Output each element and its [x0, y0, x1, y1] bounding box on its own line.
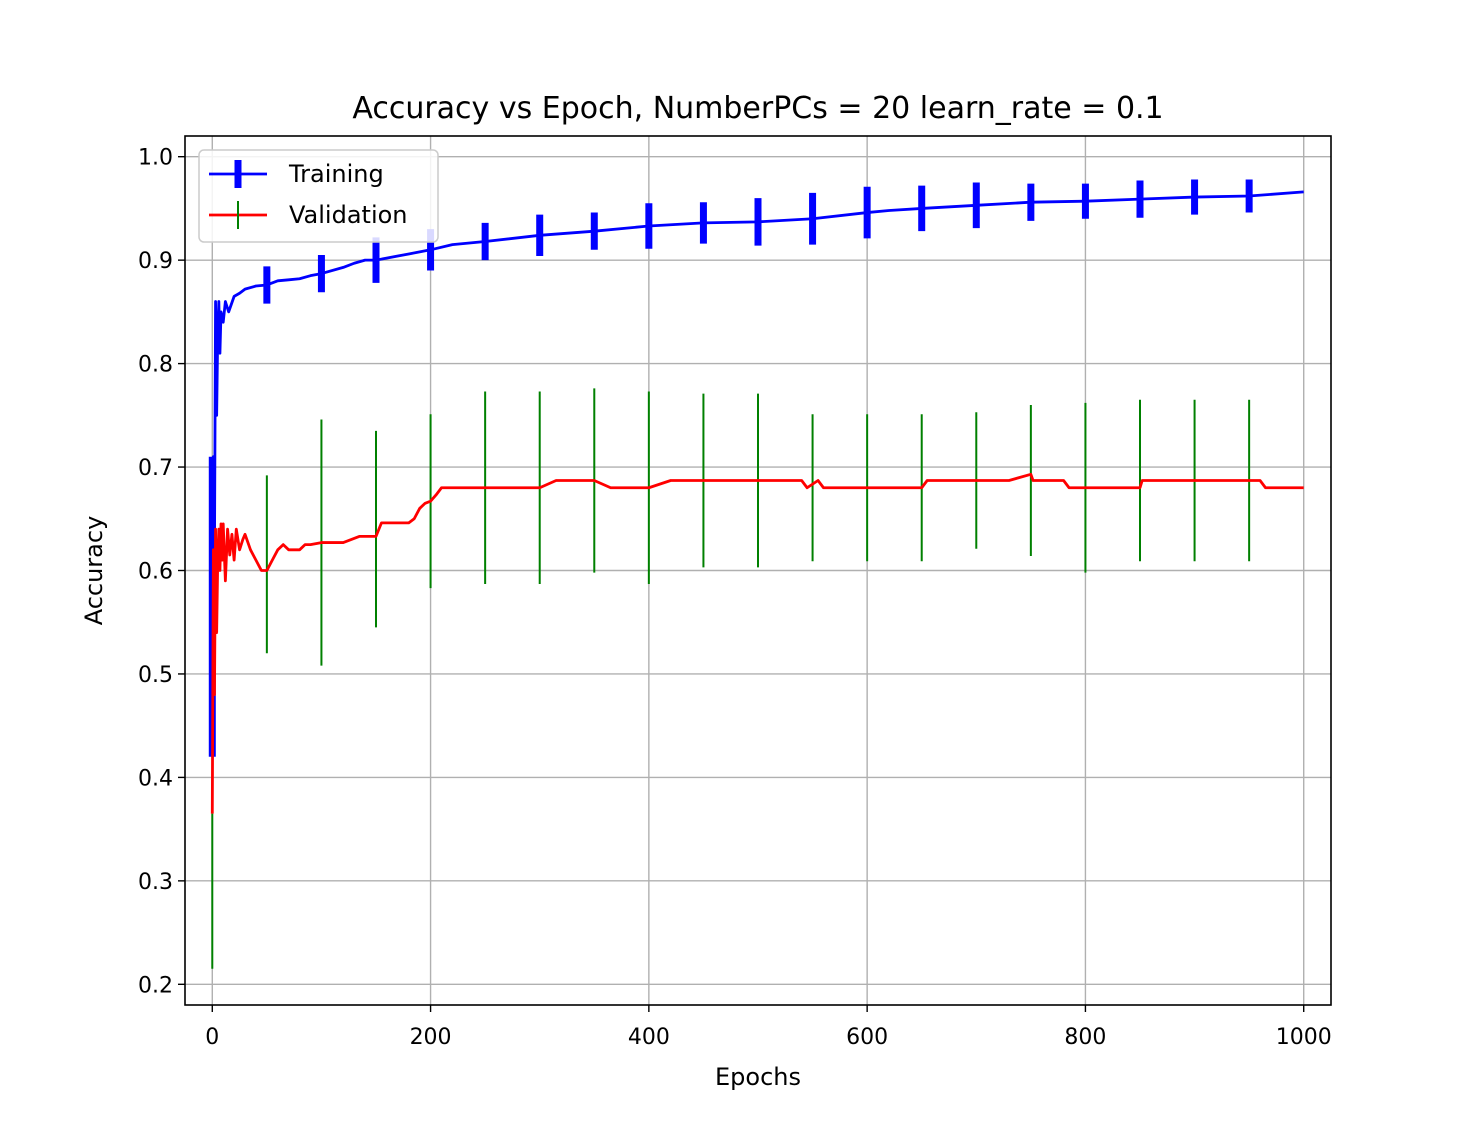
x-tick-label: 0	[205, 1025, 219, 1050]
x-tick-label: 1000	[1276, 1025, 1332, 1050]
y-tick-label: 0.4	[138, 766, 173, 791]
x-tick-label: 200	[410, 1025, 452, 1050]
tick-marks: 0 200 400 600 800 1000 0.2 0.3 0.4 0.5 0.6 0.7 0.8 0.…	[138, 146, 1332, 1050]
legend-validation-label: Validation	[289, 201, 408, 229]
grid-lines	[185, 136, 1331, 1005]
y-tick-label: 0.7	[138, 456, 173, 481]
y-tick-label: 0.8	[138, 353, 173, 378]
legend: Training Validation	[198, 149, 439, 243]
validation-series-line	[210, 472, 1304, 814]
x-axis-label: Epochs	[715, 1063, 801, 1091]
y-tick-label: 0.9	[138, 249, 173, 274]
y-axis-label: Accuracy	[80, 516, 108, 626]
y-tick-label: 0.6	[138, 560, 173, 585]
y-tick-label: 0.3	[138, 870, 173, 895]
y-tick-label: 0.5	[138, 663, 173, 688]
training-series-line	[210, 190, 1304, 757]
y-tick-label: 0.2	[138, 973, 173, 998]
x-tick-label: 600	[846, 1025, 888, 1050]
chart-title: Accuracy vs Epoch, NumberPCs = 20 learn_…	[352, 91, 1163, 126]
y-tick-label: 1.0	[138, 146, 173, 171]
x-tick-label: 800	[1064, 1025, 1106, 1050]
x-tick-label: 400	[628, 1025, 670, 1050]
legend-training-label: Training	[288, 160, 384, 188]
